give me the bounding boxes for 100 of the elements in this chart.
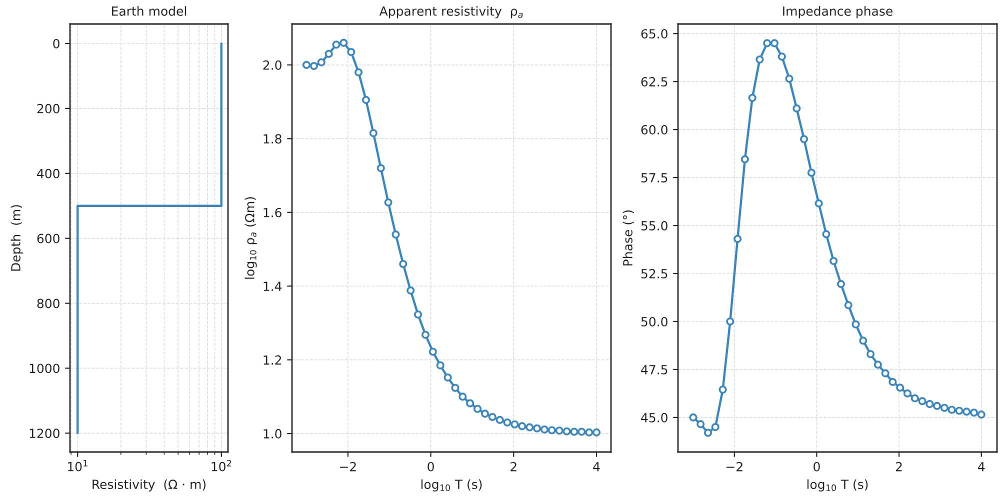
point: [302, 60, 311, 69]
y-tick-label: 0: [53, 38, 60, 48]
y-tick-label: 1200: [30, 428, 60, 438]
y-tick-label: 45.0: [641, 412, 668, 422]
chart-title: Earth model: [112, 6, 186, 16]
point: [977, 410, 986, 419]
x-tick-label: 0: [428, 462, 434, 472]
y-tick-label: 800: [37, 298, 60, 308]
point: [399, 260, 408, 268]
x-tick-label: 2: [510, 462, 516, 472]
point: [888, 378, 897, 386]
point: [428, 348, 437, 356]
point: [866, 350, 875, 358]
point: [421, 330, 430, 339]
point: [770, 39, 779, 48]
point: [392, 230, 400, 239]
point: [340, 38, 348, 47]
x-axis-title: Resistivity (Ω · m): [92, 479, 206, 492]
point: [496, 416, 504, 424]
y-tick-label: 600: [37, 234, 60, 244]
x-tick-label: 4: [978, 462, 985, 472]
point: [578, 428, 586, 436]
point: [785, 74, 794, 83]
y-tick-label: 47.5: [641, 365, 668, 374]
point: [726, 317, 734, 326]
y-tick-label: 400: [37, 168, 60, 178]
x-tick-label: 2: [896, 462, 902, 472]
point: [903, 389, 912, 398]
point: [778, 52, 786, 61]
y-tick-label: 1.0: [264, 429, 282, 438]
y-tick-label: 55.0: [641, 220, 668, 230]
y-tick-label: 1.8: [264, 134, 282, 144]
point: [562, 427, 571, 436]
point: [933, 402, 942, 410]
point: [910, 394, 919, 402]
x-tick-label: 0: [814, 462, 820, 472]
point: [488, 412, 496, 422]
x-axis-title: log$_{10}$ T (s): [807, 479, 868, 492]
point: [689, 413, 698, 422]
point: [324, 50, 333, 58]
y-tick-label: 65.0: [641, 29, 668, 39]
point: [458, 392, 467, 401]
point: [317, 58, 326, 66]
point: [763, 39, 772, 48]
point: [548, 426, 556, 434]
x-axis-title: log$_{10}$ T (s): [421, 479, 482, 492]
point: [734, 234, 742, 243]
point: [354, 68, 363, 76]
y-tick-label: 200: [37, 104, 60, 114]
point: [718, 386, 727, 394]
point: [822, 230, 830, 238]
y-tick-label: 52.5: [641, 268, 668, 278]
point: [532, 424, 542, 432]
point: [585, 428, 594, 436]
point: [807, 168, 816, 177]
chart-title: Apparent resistivity ρ$_{a}$: [379, 6, 523, 18]
point: [800, 135, 808, 144]
point: [830, 257, 838, 266]
point: [473, 404, 482, 413]
chart-title: Impedance phase: [783, 6, 892, 18]
point: [376, 164, 385, 172]
point: [852, 320, 860, 328]
point: [940, 404, 948, 412]
point: [526, 423, 534, 432]
point: [570, 428, 578, 436]
point: [874, 360, 882, 369]
point: [510, 420, 519, 428]
point: [756, 55, 764, 64]
point: [436, 361, 444, 370]
point: [480, 410, 490, 418]
point: [310, 62, 318, 70]
point: [384, 198, 392, 206]
point: [948, 406, 956, 414]
point: [792, 104, 801, 112]
point: [555, 426, 564, 435]
point: [332, 40, 340, 49]
y-tick-label: 57.5: [641, 173, 668, 182]
point: [347, 48, 356, 56]
y-tick-label: 1.6: [264, 208, 282, 218]
x-tick-label: 10$^{1}$: [68, 460, 88, 472]
y-axis-title: Phase (°): [622, 210, 634, 266]
point: [414, 310, 422, 319]
y-tick-label: 62.5: [641, 77, 668, 87]
y-tick-label: 1000: [30, 364, 60, 374]
point: [836, 280, 846, 288]
point: [748, 94, 756, 102]
point: [362, 96, 370, 104]
point: [540, 425, 548, 434]
x-tick-label: 10$^{2}$: [212, 460, 232, 472]
point: [881, 369, 890, 378]
point: [406, 286, 415, 295]
point: [518, 422, 526, 430]
y-tick-label: 2.0: [263, 60, 282, 70]
point: [814, 199, 823, 208]
y-tick-label: 1.2: [264, 355, 282, 365]
point: [592, 428, 601, 436]
point: [704, 428, 712, 437]
point: [844, 301, 852, 310]
point: [962, 408, 971, 416]
y-tick-label: 50.0: [641, 316, 668, 326]
